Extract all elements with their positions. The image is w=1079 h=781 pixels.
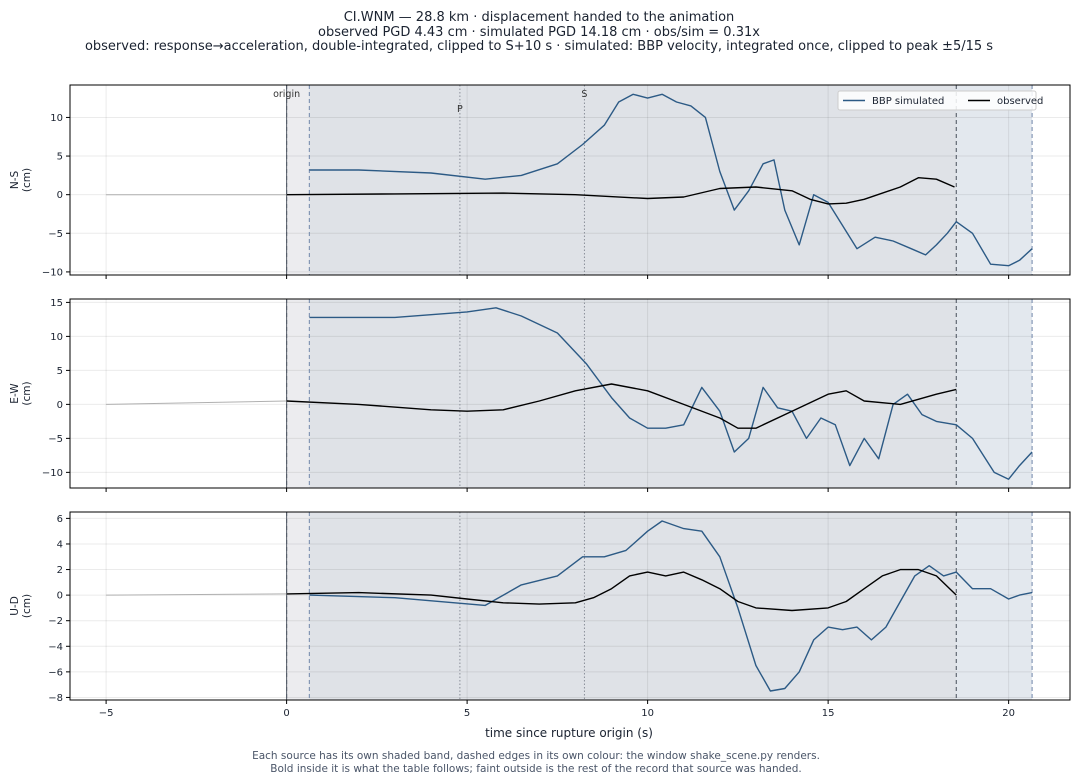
y-tick-label: −5 — [48, 229, 63, 240]
x-tick-label: 0 — [283, 708, 289, 719]
chart-title: CI.WNM — 28.8 km · displacement handed t… — [344, 10, 735, 25]
y-tick-label: 5 — [57, 366, 63, 377]
legend-box — [837, 90, 1037, 111]
y-tick-label: 6 — [57, 514, 63, 525]
panel-2: −10 −5 0 5 10 15 E-W(cm) — [9, 298, 1071, 492]
y-tick-label: 10 — [50, 113, 63, 124]
observed-line — [286, 177, 955, 205]
observed-faint-line — [106, 400, 287, 405]
panel-frame — [69, 298, 1071, 489]
y-axis-label: N-S(cm) — [9, 168, 33, 192]
x-tick-label: 5 — [464, 708, 470, 719]
chart-subtitle-pgd: observed PGD 4.43 cm · simulated PGD 14.… — [318, 25, 760, 40]
phase-label-s: S — [581, 89, 587, 100]
x-tick-label: 20 — [1002, 708, 1015, 719]
panel-frame — [69, 84, 1071, 276]
panel-3: −8 −6 −4 −2 0 2 4 6 −5 0 5 10 15 20 U-D(cm) — [9, 511, 1071, 719]
y-tick-label: −4 — [48, 642, 63, 653]
observed-line — [286, 383, 957, 429]
phase-label-p: P — [457, 104, 463, 115]
y-tick-label: 5 — [57, 152, 63, 163]
y-axis-label: E-W(cm) — [9, 381, 33, 405]
y-tick-label: 15 — [50, 298, 63, 309]
y-tick-label: 4 — [57, 539, 63, 550]
y-axis-label: U-D(cm) — [9, 594, 33, 618]
y-tick-label: −2 — [48, 616, 63, 627]
y-tick-label: 0 — [57, 400, 63, 411]
panel-1: origin P S −10 −5 0 5 10 N-S(cm) BBP simulated obs… — [9, 84, 1071, 279]
x-tick-label: 10 — [641, 708, 654, 719]
simulated-line — [309, 93, 1033, 267]
legend: BBP simulated observed — [837, 90, 1043, 111]
footnote-line2: Bold inside it is what the table follows… — [270, 763, 801, 775]
x-axis-label: time since rupture origin (s) — [485, 726, 653, 740]
simulated-line — [309, 307, 1033, 480]
legend-label-observed: observed — [997, 96, 1043, 107]
footnote-line1: Each source has its own shaded band, das… — [252, 750, 820, 762]
y-tick-label: −6 — [48, 667, 63, 678]
x-tick-label: −5 — [99, 708, 114, 719]
y-tick-label: −10 — [42, 267, 63, 278]
x-tick-label: 15 — [822, 708, 835, 719]
legend-label-simulated: BBP simulated — [872, 96, 944, 107]
y-tick-label: 0 — [57, 190, 63, 201]
y-tick-label: −5 — [48, 434, 63, 445]
y-tick-label: −8 — [48, 693, 63, 704]
observed-window-band — [286, 299, 957, 488]
y-tick-label: 0 — [57, 591, 63, 602]
y-tick-label: −10 — [42, 468, 63, 479]
observed-window-band — [286, 85, 957, 275]
observed-line — [286, 568, 957, 612]
panel-frame — [69, 511, 1071, 701]
phase-label-origin: origin — [273, 89, 300, 100]
observed-faint-line — [106, 593, 287, 596]
y-tick-label: 2 — [57, 565, 63, 576]
simulated-line — [309, 520, 1033, 692]
y-tick-label: 10 — [50, 332, 63, 343]
chart-subtitle-processing: observed: response→acceleration, double-… — [85, 39, 993, 54]
observed-window-band — [286, 512, 957, 700]
